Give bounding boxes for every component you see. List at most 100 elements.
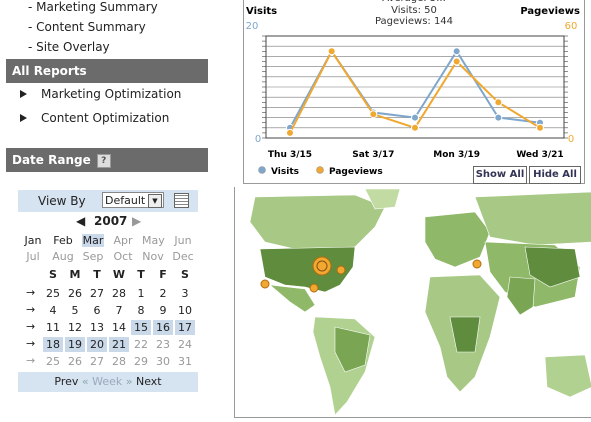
- calendar-day[interactable]: 3: [181, 287, 189, 300]
- map-region-china[interactable]: [524, 246, 581, 288]
- data-point-visits[interactable]: [411, 113, 419, 122]
- visitor-marker[interactable]: [309, 283, 319, 293]
- calendar-day[interactable]: 30: [156, 355, 170, 368]
- report-marketing-optimization[interactable]: Marketing Optimization: [20, 87, 181, 101]
- month-dec[interactable]: Dec: [172, 250, 194, 263]
- calendar-day[interactable]: 25: [46, 355, 60, 368]
- site-overlay-link[interactable]: - Site Overlay: [28, 40, 110, 54]
- hide-all-button[interactable]: Hide All: [529, 166, 581, 184]
- month-jun[interactable]: Jun: [174, 234, 192, 247]
- show-all-button[interactable]: Show All: [473, 166, 527, 184]
- calendar-day[interactable]: 13: [90, 321, 104, 334]
- calendar-day[interactable]: 18: [43, 337, 63, 352]
- calendar-day[interactable]: 27: [90, 287, 104, 300]
- report-content-optimization[interactable]: Content Optimization: [20, 111, 169, 125]
- calendar-day[interactable]: 23: [156, 338, 170, 351]
- calendar-day[interactable]: 19: [65, 337, 85, 352]
- calendar-day[interactable]: 6: [93, 304, 101, 317]
- marketing-summary-link[interactable]: - Marketing Summary: [28, 0, 158, 14]
- month-mar[interactable]: Mar: [82, 234, 104, 247]
- calendar-day[interactable]: 17: [175, 320, 195, 335]
- calendar-day[interactable]: 31: [178, 355, 192, 368]
- map-region-russia[interactable]: [474, 191, 591, 246]
- calendar-day[interactable]: 20: [87, 337, 107, 352]
- map-region-brazil[interactable]: [334, 326, 371, 373]
- next-year-arrow-icon[interactable]: ▶: [132, 214, 142, 228]
- visitor-marker[interactable]: [312, 256, 332, 276]
- calendar-day[interactable]: 12: [68, 321, 82, 334]
- calendar-day[interactable]: 11: [46, 321, 60, 334]
- legend-marker-visits[interactable]: [258, 166, 266, 174]
- select-week-arrow-icon[interactable]: →: [26, 286, 36, 299]
- select-week-arrow-icon[interactable]: →: [26, 320, 36, 333]
- expand-arrow-icon[interactable]: [20, 114, 27, 122]
- chevron-down-icon[interactable]: ▼: [148, 194, 162, 208]
- data-point-pageviews[interactable]: [536, 123, 544, 132]
- month-sep[interactable]: Sep: [82, 250, 104, 263]
- geo-map-overlay[interactable]: [234, 187, 591, 418]
- calendar-day[interactable]: 9: [159, 304, 167, 317]
- month-apr[interactable]: Apr: [113, 234, 133, 247]
- content-summary-link[interactable]: - Content Summary: [28, 20, 146, 34]
- select-week-arrow-icon[interactable]: →: [26, 303, 36, 316]
- expand-arrow-icon[interactable]: [20, 90, 27, 98]
- calendar-day[interactable]: 29: [134, 355, 148, 368]
- map-region-europe[interactable]: [424, 211, 491, 268]
- view-by-select[interactable]: Default ▼: [102, 192, 164, 208]
- calendar-day[interactable]: 28: [112, 287, 126, 300]
- select-week-arrow-icon[interactable]: →: [26, 337, 36, 350]
- visitor-marker[interactable]: [260, 279, 270, 289]
- calendar-day[interactable]: 7: [115, 304, 123, 317]
- map-region-central-africa[interactable]: [449, 316, 481, 353]
- prev-year-arrow-icon[interactable]: ◀: [76, 214, 86, 228]
- map-region-canada[interactable]: [249, 194, 386, 252]
- calendar-day[interactable]: 22: [134, 338, 148, 351]
- calendar-day[interactable]: 26: [68, 355, 82, 368]
- data-point-pageviews[interactable]: [369, 110, 378, 119]
- calendar-day[interactable]: 21: [109, 337, 129, 352]
- calendar-day[interactable]: 24: [178, 338, 192, 351]
- data-point-visits[interactable]: [452, 47, 461, 56]
- next-button[interactable]: Next: [135, 375, 162, 388]
- calendar-day[interactable]: 10: [178, 304, 192, 317]
- data-point-pageviews[interactable]: [411, 123, 419, 132]
- calendar-day[interactable]: 26: [68, 287, 82, 300]
- month-jan[interactable]: Jan: [24, 234, 42, 247]
- prev-button[interactable]: Prev: [54, 375, 79, 388]
- calendar-day[interactable]: 2: [159, 287, 167, 300]
- legend-marker-pageviews[interactable]: [316, 166, 324, 174]
- calendar-day[interactable]: 15: [131, 320, 151, 335]
- calendar-day[interactable]: 4: [49, 304, 57, 317]
- visitor-marker[interactable]: [336, 265, 346, 275]
- map-region-australia[interactable]: [544, 354, 591, 398]
- calendar-day[interactable]: 27: [90, 355, 104, 368]
- calendar-day[interactable]: 14: [112, 321, 126, 334]
- map-region-usa[interactable]: [259, 246, 356, 293]
- data-point-pageviews[interactable]: [327, 47, 336, 56]
- calendar-day[interactable]: 28: [112, 355, 126, 368]
- calendar-day[interactable]: 1: [137, 287, 145, 300]
- month-nov[interactable]: Nov: [142, 250, 164, 263]
- calendar-day[interactable]: 5: [71, 304, 79, 317]
- select-week-arrow-icon[interactable]: →: [26, 354, 36, 367]
- month-feb[interactable]: Feb: [53, 234, 73, 247]
- all-reports-header[interactable]: All Reports: [6, 59, 208, 83]
- data-point-visits[interactable]: [494, 113, 503, 122]
- calendar-icon[interactable]: [174, 193, 189, 208]
- month-aug[interactable]: Aug: [52, 250, 74, 263]
- data-point-pageviews[interactable]: [452, 57, 461, 66]
- data-point-pageviews[interactable]: [286, 128, 294, 137]
- calendar-day[interactable]: 16: [153, 320, 173, 335]
- calendar-day[interactable]: 8: [137, 304, 145, 317]
- data-point-pageviews[interactable]: [494, 98, 503, 107]
- map-region-mexico[interactable]: [269, 284, 316, 313]
- month-oct[interactable]: Oct: [113, 250, 133, 263]
- map-region-india[interactable]: [506, 276, 536, 316]
- visitor-marker[interactable]: [472, 259, 482, 269]
- visitor-marker[interactable]: [316, 260, 328, 272]
- month-may[interactable]: May: [142, 234, 165, 247]
- calendar-day[interactable]: 25: [46, 287, 60, 300]
- month-jul[interactable]: Jul: [26, 250, 40, 263]
- map-region-greenland[interactable]: [364, 188, 401, 210]
- help-icon[interactable]: ?: [96, 153, 111, 168]
